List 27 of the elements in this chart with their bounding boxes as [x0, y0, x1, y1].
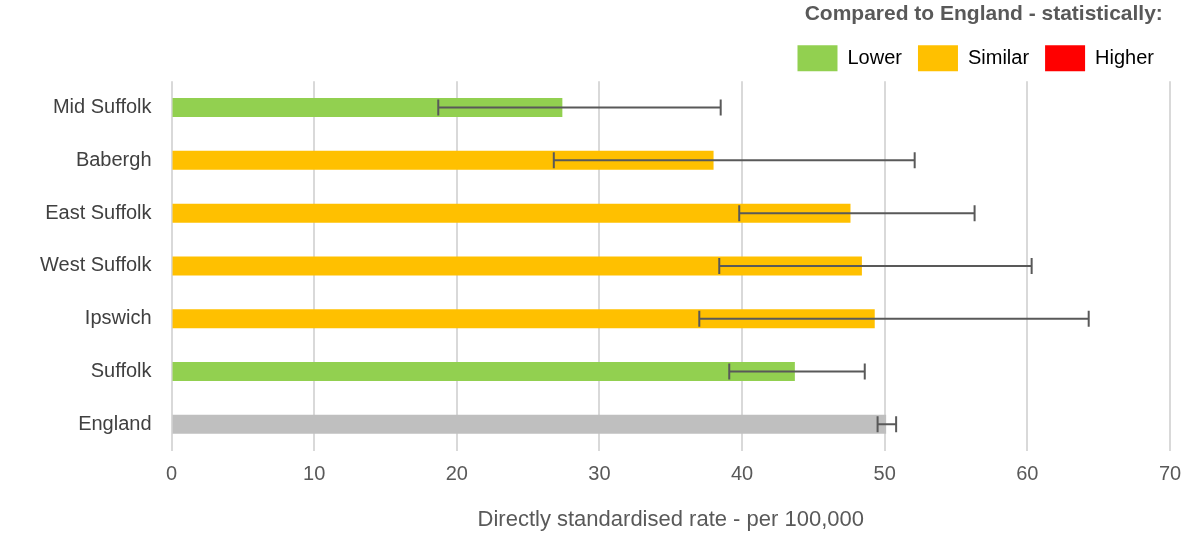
y-tick-label: West Suffolk — [39, 253, 153, 276]
x-axis-title: Directly standardised rate - per 100,000 — [477, 505, 864, 531]
y-tick-label: Suffolk — [90, 358, 153, 381]
legend-label: Higher — [1095, 45, 1155, 68]
x-tick-label: 40 — [730, 462, 754, 485]
y-tick-label: England — [78, 411, 152, 434]
x-tick-label: 70 — [1158, 462, 1182, 485]
x-tick-label: 10 — [303, 462, 326, 485]
y-tick-label: Ipswich — [84, 306, 152, 329]
bar — [172, 98, 563, 118]
x-tick-label: 20 — [445, 462, 468, 485]
x-tick-label: 30 — [588, 462, 611, 485]
legend-label: Similar — [967, 45, 1030, 68]
y-tick-label: Mid Suffolk — [52, 95, 153, 118]
bar — [172, 150, 714, 170]
legend-label: Lower — [847, 45, 903, 68]
bar — [172, 203, 851, 223]
x-tick-label: 0 — [165, 462, 178, 485]
legend-title: Compared to England - statistically: — [804, 1, 1163, 25]
bar — [172, 414, 887, 434]
y-tick-label: East Suffolk — [45, 200, 153, 223]
bar — [172, 361, 795, 381]
y-tick-label: Babergh — [75, 147, 152, 170]
bar — [172, 256, 862, 276]
x-tick-label: 60 — [1016, 462, 1039, 485]
bar — [172, 309, 875, 329]
x-tick-label: 50 — [873, 462, 896, 485]
